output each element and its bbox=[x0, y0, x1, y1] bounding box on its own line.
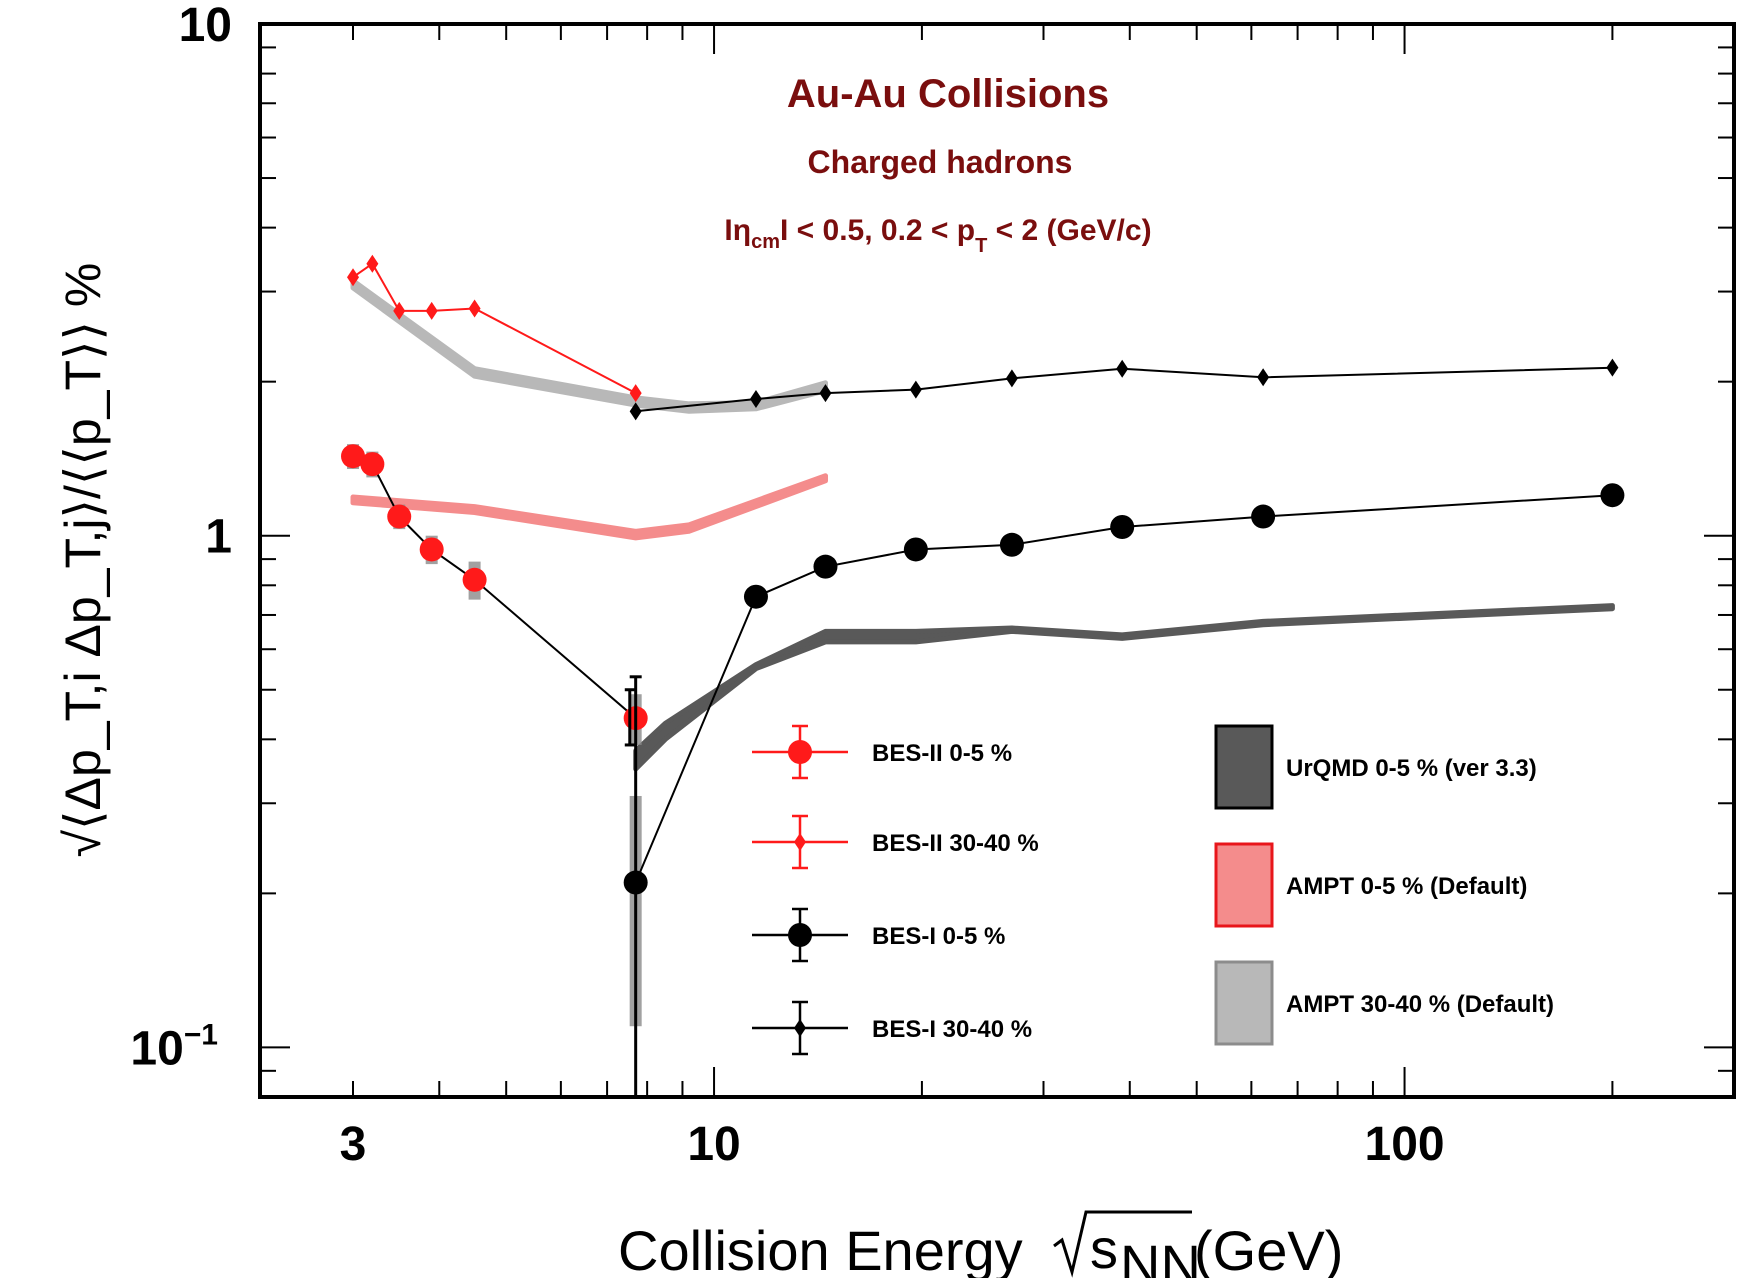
y-tick-label: 10 bbox=[179, 0, 232, 52]
data-point bbox=[360, 452, 385, 477]
model-bands bbox=[350, 278, 1615, 772]
data-point bbox=[999, 532, 1024, 557]
legend-marker bbox=[788, 923, 812, 947]
series-3 bbox=[629, 358, 1619, 421]
series-line bbox=[352, 455, 637, 719]
series-line bbox=[634, 494, 1613, 883]
data-point bbox=[419, 537, 444, 562]
tick-labels: 3 10 100 10 1 10−1 bbox=[130, 0, 1444, 1171]
y-axis-label-text: √⟨Δp_T,i Δp_T,j⟩/⟨⟨p_T⟩⟩ % bbox=[55, 263, 111, 858]
data-point bbox=[462, 567, 487, 592]
legend-label: AMPT 0-5 % (Default) bbox=[1286, 873, 1527, 900]
x-tick-label: 3 bbox=[340, 1118, 367, 1171]
series-0 bbox=[341, 444, 648, 745]
y-tick-label: 10−1 bbox=[130, 1018, 218, 1075]
data-point bbox=[468, 299, 481, 318]
data-point bbox=[1600, 483, 1625, 508]
data-point bbox=[1110, 514, 1135, 539]
legend-marker bbox=[794, 1019, 806, 1037]
legend-data: BES-II 0-5 % BES-II 30-40 % BES-I 0-5 % BES… bbox=[752, 724, 1039, 1056]
y-axis-label: √⟨Δp_T,i Δp_T,j⟩/⟨⟨p_T⟩⟩ % bbox=[55, 263, 111, 858]
series-2 bbox=[623, 483, 1625, 1097]
x-axis-label-unit: (GeV) bbox=[1194, 1219, 1343, 1278]
data-point bbox=[347, 268, 360, 287]
x-axis-label-main: Collision Energy bbox=[618, 1219, 1023, 1278]
legend-item-0: BES-II 0-5 % bbox=[752, 724, 1012, 780]
chart-title: Au-Au Collisions bbox=[787, 72, 1109, 116]
data-point bbox=[1251, 504, 1276, 529]
legend-model-2: AMPT 30-40 % (Default) bbox=[1214, 960, 1554, 1046]
cuts-part-1: Iη bbox=[724, 214, 751, 247]
legend-item-1: BES-II 30-40 % bbox=[752, 814, 1039, 870]
legend-label: BES-II 30-40 % bbox=[872, 830, 1039, 857]
data-point bbox=[425, 301, 438, 320]
cuts-part-3: < 2 (GeV/c) bbox=[987, 214, 1151, 247]
legend-swatch bbox=[1214, 724, 1274, 810]
data-point bbox=[623, 870, 648, 895]
legend-item-2: BES-I 0-5 % bbox=[752, 907, 1005, 963]
data-point bbox=[749, 389, 762, 408]
data-point bbox=[629, 384, 642, 403]
chart-subtitle: Charged hadrons bbox=[808, 144, 1073, 180]
legend-label: BES-I 0-5 % bbox=[872, 923, 1005, 950]
data-point bbox=[366, 254, 379, 273]
y-tick-label: 1 bbox=[205, 511, 232, 564]
series-1 bbox=[347, 254, 642, 403]
cuts-sub-cm: cm bbox=[751, 231, 780, 253]
legend-label: BES-I 30-40 % bbox=[872, 1016, 1032, 1043]
legend-marker bbox=[794, 833, 806, 851]
x-axis-label: Collision Energy s NN (GeV) bbox=[618, 1210, 1343, 1278]
x-axis-label-sub: NN bbox=[1120, 1233, 1201, 1278]
band-1 bbox=[350, 473, 828, 541]
legend-model-1: AMPT 0-5 % (Default) bbox=[1214, 842, 1527, 928]
x-tick-label: 100 bbox=[1365, 1118, 1445, 1171]
data-point bbox=[387, 504, 412, 529]
legend-swatch bbox=[1214, 960, 1274, 1046]
cuts-part-2: I < 0.5, 0.2 < p bbox=[780, 214, 975, 247]
data-point bbox=[819, 384, 832, 403]
cuts-sub-t: T bbox=[975, 235, 987, 257]
data-point bbox=[1116, 359, 1129, 378]
x-axis-label-s: s bbox=[1090, 1217, 1118, 1278]
band-2 bbox=[350, 278, 828, 414]
data-point bbox=[393, 301, 406, 320]
data-point bbox=[1005, 369, 1018, 388]
sqrt-symbol bbox=[1053, 1210, 1192, 1278]
data-point bbox=[1257, 368, 1270, 387]
legend-marker bbox=[788, 740, 812, 764]
data-series bbox=[341, 254, 1625, 1097]
data-point bbox=[813, 554, 838, 579]
legend-swatch bbox=[1214, 842, 1274, 928]
data-point bbox=[743, 584, 768, 609]
legend-item-3: BES-I 30-40 % bbox=[752, 1000, 1032, 1056]
data-point bbox=[341, 444, 366, 469]
legend-label: BES-II 0-5 % bbox=[872, 740, 1012, 767]
legend-label: UrQMD 0-5 % (ver 3.3) bbox=[1286, 755, 1537, 782]
band-0 bbox=[633, 603, 1615, 772]
data-point bbox=[909, 380, 922, 399]
legend-model-0: UrQMD 0-5 % (ver 3.3) bbox=[1214, 724, 1537, 810]
x-tick-label: 10 bbox=[687, 1118, 740, 1171]
legend-label: AMPT 30-40 % (Default) bbox=[1286, 991, 1554, 1018]
data-point bbox=[1606, 358, 1619, 377]
legend-models: UrQMD 0-5 % (ver 3.3) AMPT 0-5 % (Default… bbox=[1214, 724, 1554, 1046]
data-point bbox=[903, 537, 928, 562]
plot-frame bbox=[258, 22, 1736, 1099]
series-line bbox=[635, 366, 1613, 413]
kinematic-cuts: IηcmI < 0.5, 0.2 < pT < 2 (GeV/c) bbox=[724, 214, 1151, 257]
data-point bbox=[629, 402, 642, 421]
